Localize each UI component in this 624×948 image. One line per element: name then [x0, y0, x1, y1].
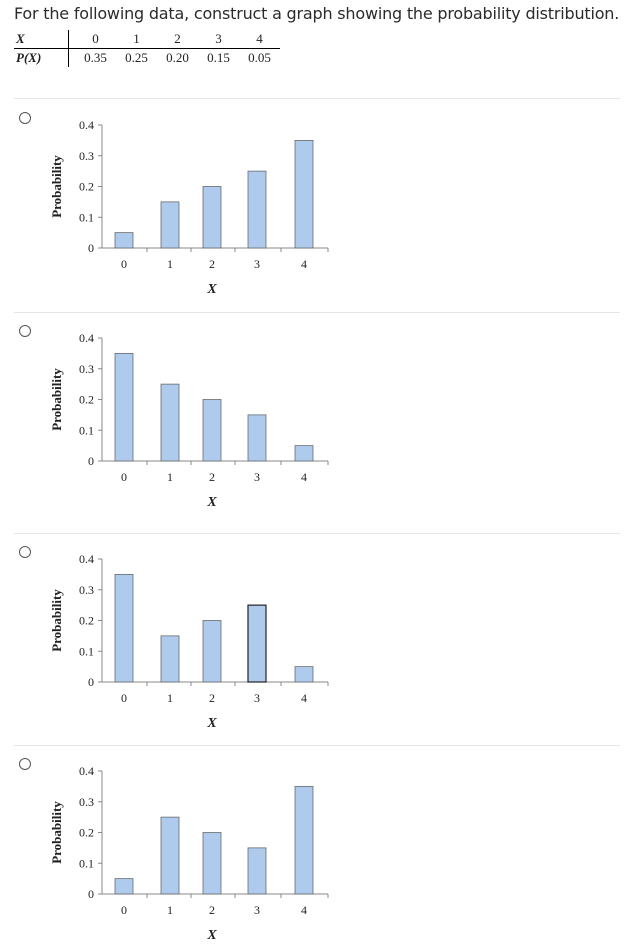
- x-tick-label: 4: [301, 470, 307, 484]
- p-value: 0.15: [207, 50, 230, 65]
- y-tick-label: 0.4: [79, 552, 94, 566]
- distribution-table: X 0 1 2 3 4 P(X) 0.35 0.25 0.20 0.15 0.0…: [14, 30, 280, 67]
- y-tick-label: 0.2: [79, 826, 94, 840]
- option-chart: 0 0.1 0.2 0.3 0.4 0 1 2 3 4 X Probability: [49, 118, 329, 297]
- bar: [202, 832, 222, 895]
- x-tick-label: 3: [254, 903, 260, 917]
- option-divider: [14, 98, 620, 99]
- bar: [294, 139, 314, 249]
- bar: [247, 604, 267, 683]
- option-radio[interactable]: [19, 546, 31, 558]
- y-tick-label: 0: [88, 241, 94, 255]
- option-radio[interactable]: [19, 325, 31, 337]
- y-axis-title: Probability: [49, 589, 64, 652]
- option-radio[interactable]: [19, 112, 31, 124]
- x-tick-label: 1: [167, 470, 173, 484]
- y-tick-label: 0.2: [79, 614, 94, 628]
- y-tick-label: 0.3: [79, 795, 94, 809]
- y-tick-label: 0.1: [79, 856, 94, 870]
- option-radio[interactable]: [19, 758, 31, 770]
- bar: [114, 573, 134, 683]
- p-value: 0.25: [125, 50, 148, 65]
- x-tick-label: 0: [121, 257, 127, 271]
- option-divider: [14, 533, 620, 534]
- y-axis-title: Probability: [49, 155, 64, 218]
- x-tick-label: 3: [254, 470, 260, 484]
- bar: [294, 666, 314, 683]
- x-tick-label: 4: [301, 257, 307, 271]
- y-tick-label: 0: [88, 675, 94, 689]
- y-tick-label: 0.2: [79, 393, 94, 407]
- option-chart: 0 0.1 0.2 0.3 0.4 0 1 2 3 4 X Probability: [49, 331, 329, 510]
- bar: [294, 445, 314, 462]
- x-tick-label: 0: [121, 903, 127, 917]
- x-tick-label: 2: [209, 257, 215, 271]
- question-text: For the following data, construct a grap…: [14, 4, 620, 23]
- x-tick-label: 4: [301, 903, 307, 917]
- y-tick-label: 0.4: [79, 331, 94, 345]
- y-axis-title: Probability: [49, 801, 64, 864]
- x-axis-title: X: [206, 716, 217, 731]
- y-tick-label: 0.2: [79, 180, 94, 194]
- bar: [114, 352, 134, 462]
- p-value: 0.35: [84, 50, 107, 65]
- x-value: 3: [198, 30, 239, 49]
- y-tick-label: 0.1: [79, 423, 94, 437]
- y-tick-label: 0.3: [79, 583, 94, 597]
- bar: [247, 414, 267, 462]
- x-tick-label: 3: [254, 691, 260, 705]
- x-tick-label: 1: [167, 691, 173, 705]
- option-divider: [14, 745, 620, 746]
- y-tick-label: 0.1: [79, 644, 94, 658]
- y-tick-label: 0.1: [79, 210, 94, 224]
- bar: [114, 878, 134, 895]
- x-header: X: [14, 30, 69, 49]
- x-tick-label: 2: [209, 691, 215, 705]
- x-tick-label: 2: [209, 470, 215, 484]
- y-tick-label: 0.4: [79, 764, 94, 778]
- bar: [294, 785, 314, 895]
- y-tick-label: 0.3: [79, 149, 94, 163]
- bar: [247, 847, 267, 895]
- x-axis-title: X: [206, 928, 217, 943]
- option-divider: [14, 312, 620, 313]
- x-tick-label: 4: [301, 691, 307, 705]
- bar: [247, 170, 267, 249]
- x-tick-label: 1: [167, 903, 173, 917]
- x-value: 4: [239, 30, 280, 49]
- option-chart: 0 0.1 0.2 0.3 0.4 0 1 2 3 4 X Probability: [49, 552, 329, 731]
- y-tick-label: 0.4: [79, 118, 94, 132]
- y-axis-title: Probability: [49, 368, 64, 431]
- option-chart: 0 0.1 0.2 0.3 0.4 0 1 2 3 4 X Probability: [49, 764, 329, 943]
- bar: [114, 232, 134, 249]
- bar: [160, 383, 180, 462]
- x-tick-label: 3: [254, 257, 260, 271]
- x-axis-title: X: [206, 495, 217, 510]
- p-header: P(X): [16, 50, 42, 65]
- p-value: 0.05: [248, 50, 271, 65]
- y-tick-label: 0: [88, 454, 94, 468]
- bar: [160, 201, 180, 249]
- bar: [160, 635, 180, 683]
- bar: [202, 186, 222, 249]
- x-tick-label: 0: [121, 470, 127, 484]
- p-value: 0.20: [166, 50, 189, 65]
- bar: [160, 816, 180, 895]
- x-value: 2: [157, 30, 198, 49]
- bar: [202, 620, 222, 683]
- y-tick-label: 0.3: [79, 362, 94, 376]
- bar: [202, 399, 222, 462]
- x-value: 0: [75, 30, 116, 49]
- x-tick-label: 1: [167, 257, 173, 271]
- x-tick-label: 2: [209, 903, 215, 917]
- x-axis-title: X: [206, 282, 217, 297]
- y-tick-label: 0: [88, 887, 94, 901]
- x-tick-label: 0: [121, 691, 127, 705]
- x-value: 1: [116, 30, 157, 49]
